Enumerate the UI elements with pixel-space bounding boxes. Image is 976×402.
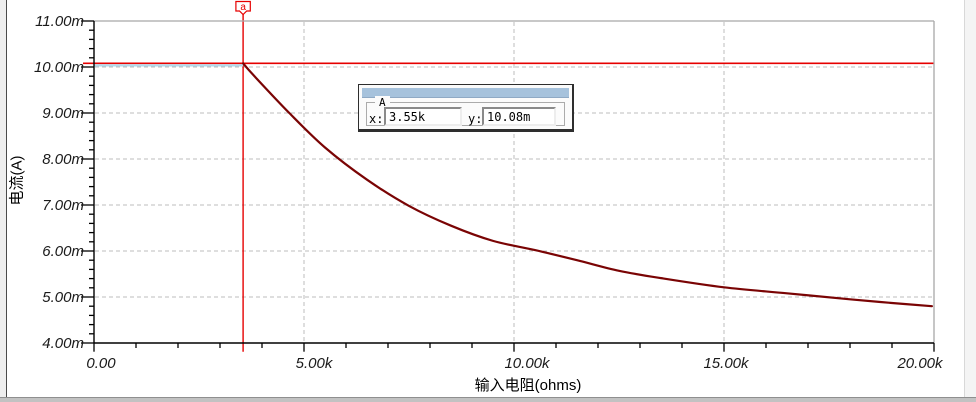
y-tick-label: 11.00m (35, 13, 84, 30)
y-tick-label: 6.00m (42, 243, 84, 260)
window-left-border (0, 0, 7, 402)
cursor-y-value-field[interactable]: 10.08m (482, 107, 556, 126)
y-tick-label: 8.00m (42, 151, 84, 168)
x-axis-title: 输入电阻(ohms) (474, 377, 582, 394)
x-tick-label: 20.00k (896, 355, 944, 372)
cursor-panel-titlebar[interactable] (362, 88, 569, 98)
trace-current (242, 62, 933, 308)
window-right-border (964, 0, 976, 402)
x-tick-label: 0.00 (86, 355, 116, 372)
x-tick-label: 10.00k (504, 355, 551, 372)
cursor-x-label: x: (369, 112, 384, 126)
y-tick-label: 5.00m (42, 289, 84, 306)
y-tick-label: 9.00m (42, 105, 84, 122)
x-tick-label: 5.00k (296, 355, 334, 372)
y-tick-label: 4.00m (42, 335, 84, 352)
cursor-flag[interactable] (235, 0, 251, 16)
window-bottom-border (0, 397, 976, 402)
cursor-group-box: A x: 3.55k y: 10.08m (366, 96, 565, 126)
cursor-flag-label[interactable]: a (240, 2, 246, 13)
y-tick-label: 10.00m (34, 59, 84, 76)
y-tick-label: 7.00m (42, 197, 84, 214)
x-tick-label: 15.00k (703, 355, 750, 372)
cursor-readout-panel[interactable]: A x: 3.55k y: 10.08m (358, 84, 574, 132)
cursor-x-value-field[interactable]: 3.55k (384, 107, 462, 126)
y-axis-title: 电流(A) (8, 155, 26, 206)
cursor-group-label: A (375, 96, 390, 109)
cursor-y-label: y: (468, 112, 483, 126)
